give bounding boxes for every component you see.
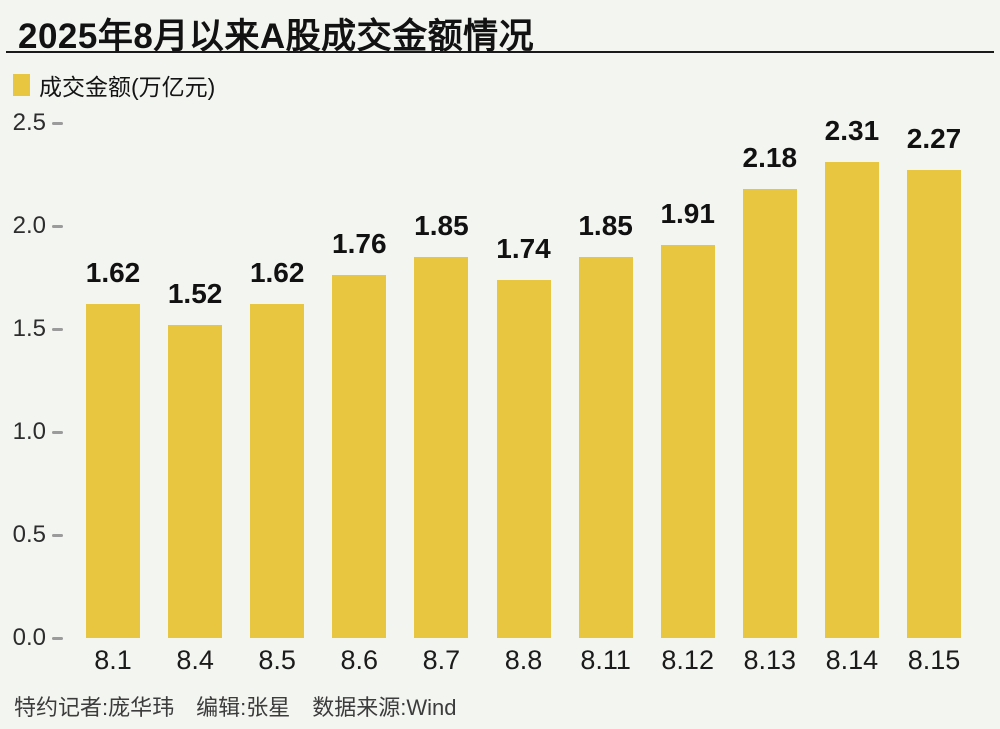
bar — [907, 170, 961, 638]
x-axis-label: 8.5 — [258, 645, 296, 675]
bar — [742, 188, 797, 638]
bar — [168, 324, 223, 638]
y-axis-tick-label: 0.5 — [12, 521, 46, 548]
bar-value-label: 2.18 — [742, 141, 798, 173]
bar — [86, 304, 140, 638]
bar — [824, 162, 879, 638]
bar — [496, 279, 551, 638]
bar-value-label: 1.76 — [332, 228, 387, 260]
bar — [414, 256, 469, 638]
bar-value-label: 1.74 — [496, 232, 551, 264]
bar-value-label: 2.31 — [824, 115, 880, 147]
x-axis-label: 8.11 — [580, 645, 631, 675]
x-axis-label: 8.13 — [743, 645, 797, 675]
y-axis-tick-mark — [52, 431, 63, 434]
y-axis-tick-mark — [52, 534, 63, 537]
x-axis-label: 8.12 — [661, 645, 714, 675]
bar — [578, 256, 633, 638]
bar-value-label: 1.62 — [249, 257, 305, 289]
x-axis-label: 8.1 — [94, 645, 132, 675]
page-title: 2025年8月以来A股成交金额情况 — [18, 17, 535, 56]
bar-value-label: 1.52 — [167, 277, 223, 309]
x-axis-label: 8.15 — [907, 645, 961, 675]
y-axis-tick-mark — [52, 225, 63, 228]
y-axis-tick-label: 2.5 — [12, 109, 46, 136]
title-divider — [6, 51, 994, 53]
y-axis-tick-mark — [52, 122, 63, 125]
y-axis-tick-label: 1.0 — [12, 418, 46, 445]
y-axis-tick-label: 1.5 — [12, 315, 46, 342]
bar-value-label: 1.62 — [85, 257, 141, 289]
chart-legend: 成交金额(万亿元) — [13, 68, 215, 102]
x-axis-label: 8.8 — [504, 645, 543, 675]
credits-text: 特约记者:庞华玮 编辑:张星 数据来源:Wind — [14, 695, 457, 720]
x-axis-label: 8.14 — [825, 645, 879, 675]
x-axis-label: 8.7 — [422, 645, 461, 675]
legend-label: 成交金额(万亿元) — [39, 74, 216, 100]
x-axis-label: 8.6 — [340, 645, 379, 675]
y-axis-tick-label: 2.0 — [12, 212, 46, 239]
y-axis-tick-label: 0.0 — [12, 624, 46, 651]
y-axis-tick-mark — [52, 637, 63, 640]
bar-value-label: 1.85 — [414, 209, 469, 241]
y-axis-tick-mark — [52, 328, 63, 331]
bar — [250, 304, 305, 638]
bar — [660, 244, 715, 638]
bar-value-label: 1.91 — [660, 197, 715, 229]
bar-value-label: 1.85 — [578, 209, 633, 241]
legend-swatch-icon — [13, 74, 30, 96]
x-axis-label: 8.4 — [176, 645, 214, 675]
bar-value-label: 2.27 — [906, 123, 962, 155]
bar — [332, 275, 387, 638]
